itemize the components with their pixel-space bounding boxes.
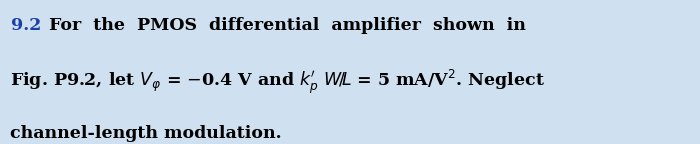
Text: For  the  PMOS  differential  amplifier  shown  in: For the PMOS differential amplifier show…	[43, 17, 526, 34]
Text: channel-length modulation.: channel-length modulation.	[10, 125, 282, 142]
Text: Fig. P9.2, let $V_{\varphi}$ = $-$0.4 V and $k^{\prime}_{p}$ $W\!/\!L$ = 5 mA/V$: Fig. P9.2, let $V_{\varphi}$ = $-$0.4 V …	[10, 68, 545, 96]
Text: 9.2: 9.2	[10, 17, 41, 34]
